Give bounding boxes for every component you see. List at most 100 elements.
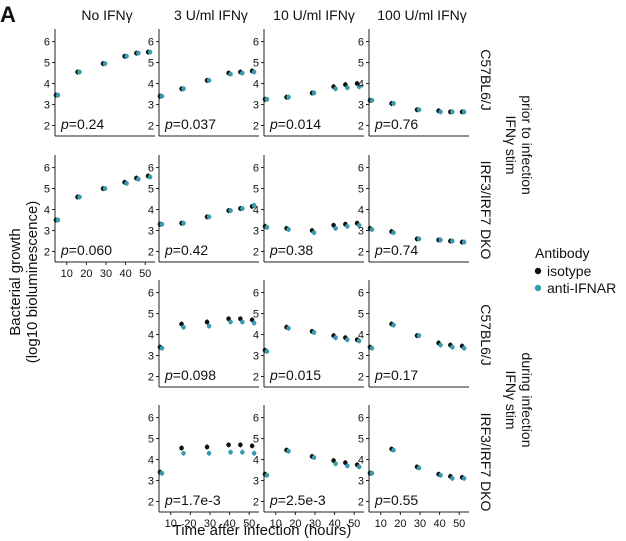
point-anti-ifnar bbox=[450, 476, 455, 481]
y-tick-label: 2 bbox=[148, 372, 154, 384]
y-tick-label: 5 bbox=[44, 58, 50, 70]
point-anti-ifnar bbox=[240, 70, 245, 76]
point-anti-ifnar bbox=[55, 217, 61, 223]
point-anti-ifnar bbox=[461, 109, 467, 115]
point-anti-ifnar bbox=[286, 325, 291, 331]
point-anti-ifnar bbox=[251, 69, 257, 75]
y-tick-label: 4 bbox=[358, 205, 364, 217]
point-anti-ifnar bbox=[450, 344, 455, 350]
x-tick-label: 50 bbox=[453, 518, 465, 530]
group-label-during-line2: during infection bbox=[519, 353, 535, 448]
y-tick-label: 4 bbox=[253, 79, 259, 91]
point-anti-ifnar bbox=[461, 345, 467, 351]
y-tick-label: 6 bbox=[148, 413, 154, 425]
point-anti-ifnar bbox=[77, 69, 82, 75]
point-anti-ifnar bbox=[251, 203, 257, 208]
p-value-label: p=0.74 bbox=[374, 242, 418, 258]
point-anti-ifnar bbox=[181, 324, 186, 330]
point-anti-ifnar bbox=[369, 227, 375, 232]
y-tick-label: 4 bbox=[148, 330, 154, 342]
point-anti-ifnar bbox=[345, 224, 350, 229]
y-tick-label: 2 bbox=[44, 121, 50, 133]
y-tick-label: 3 bbox=[148, 226, 154, 238]
point-anti-ifnar bbox=[159, 93, 165, 99]
y-tick-label: 2 bbox=[148, 121, 154, 133]
facet-panel: 2 3 4 5 6 p=0.24 bbox=[44, 29, 155, 137]
y-tick-label: 5 bbox=[148, 434, 154, 446]
point-anti-ifnar bbox=[450, 238, 455, 244]
y-tick-label: 4 bbox=[148, 205, 154, 217]
p-value-label: p=0.014 bbox=[269, 116, 321, 132]
y-tick-label: 2 bbox=[358, 247, 364, 259]
facet-panel: 2 3 4 5 6 p=0.060 bbox=[44, 155, 155, 263]
facet-panel: 2 3 4 5 6 p=0.76 bbox=[358, 29, 469, 137]
x-tick-label: 40 bbox=[328, 518, 340, 530]
point-anti-ifnar bbox=[55, 92, 61, 98]
point-anti-ifnar bbox=[206, 323, 212, 329]
point-anti-ifnar bbox=[416, 107, 422, 113]
point-anti-ifnar bbox=[251, 450, 257, 456]
y-tick-label: 6 bbox=[253, 413, 259, 425]
y-tick-label: 4 bbox=[253, 455, 259, 467]
point-anti-ifnar bbox=[416, 465, 422, 471]
y-tick-label: 3 bbox=[358, 226, 364, 238]
x-axis: 10 20 30 40 50 bbox=[165, 512, 255, 530]
y-tick-label: 6 bbox=[148, 163, 154, 175]
point-anti-ifnar bbox=[438, 237, 443, 243]
point-anti-ifnar bbox=[228, 71, 233, 77]
legend: Antibody isotype anti-IFNAR bbox=[534, 245, 616, 296]
point-anti-ifnar bbox=[438, 472, 443, 478]
facet-panel: 2 3 4 5 6 p=1.7e-3 bbox=[148, 405, 259, 513]
y-tick-label: 4 bbox=[148, 79, 154, 91]
point-isotype bbox=[226, 442, 231, 448]
y-tick-label: 6 bbox=[358, 288, 364, 300]
facet-panel: 2 3 4 5 6 p=0.55 bbox=[358, 405, 469, 513]
point-isotype bbox=[179, 445, 184, 451]
point-anti-ifnar bbox=[264, 225, 270, 230]
legend-title: Antibody bbox=[535, 245, 589, 261]
group-label-prior-line1: IFNγ stim bbox=[503, 115, 519, 174]
x-axis: 10 20 30 40 50 bbox=[375, 512, 465, 530]
point-anti-ifnar bbox=[369, 345, 375, 351]
point-anti-ifnar bbox=[240, 319, 245, 325]
x-tick-label: 50 bbox=[348, 518, 360, 530]
point-anti-ifnar bbox=[286, 448, 291, 454]
x-tick-label: 40 bbox=[223, 518, 235, 530]
point-anti-ifnar bbox=[147, 174, 153, 180]
y-tick-label: 5 bbox=[148, 58, 154, 70]
point-anti-ifnar bbox=[159, 221, 165, 227]
y-tick-label: 3 bbox=[358, 100, 364, 112]
point-anti-ifnar bbox=[181, 220, 186, 226]
y-tick-label: 5 bbox=[253, 58, 259, 70]
point-anti-ifnar bbox=[438, 342, 443, 348]
y-tick-label: 5 bbox=[253, 309, 259, 321]
point-anti-ifnar bbox=[264, 96, 270, 102]
p-value-label: p=0.037 bbox=[164, 116, 216, 132]
p-value-label: p=0.55 bbox=[374, 492, 418, 508]
row-label-c57-prior: C57BL6/J bbox=[478, 49, 494, 110]
y-tick-label: 2 bbox=[358, 372, 364, 384]
y-tick-label: 6 bbox=[358, 37, 364, 49]
y-tick-label: 3 bbox=[253, 351, 259, 363]
y-tick-label: 2 bbox=[253, 497, 259, 509]
y-axis-label-line2: (log10 bioluminescence) bbox=[24, 201, 41, 364]
panel-letter: A bbox=[0, 2, 16, 27]
point-anti-ifnar bbox=[345, 85, 350, 91]
y-tick-label: 6 bbox=[358, 413, 364, 425]
legend-label-anti-ifnar: anti-IFNAR bbox=[547, 280, 616, 296]
y-tick-label: 4 bbox=[44, 205, 50, 217]
column-title-3u: 3 U/ml IFNγ bbox=[174, 7, 248, 23]
facet-panel: 2 3 4 5 6 p=0.014 bbox=[253, 29, 364, 137]
point-anti-ifnar bbox=[147, 49, 153, 55]
y-tick-label: 4 bbox=[44, 79, 50, 91]
p-value-label: p=2.5e-3 bbox=[269, 492, 326, 508]
group-label-prior-line2: prior to infection bbox=[519, 95, 535, 195]
column-title-100u: 100 U/ml IFNγ bbox=[377, 7, 466, 23]
p-value-label: p=0.42 bbox=[164, 242, 208, 258]
y-tick-label: 3 bbox=[253, 226, 259, 238]
y-tick-label: 6 bbox=[44, 163, 50, 175]
x-tick-label: 10 bbox=[270, 518, 282, 530]
y-tick-label: 4 bbox=[358, 455, 364, 467]
facet-panel: 2 3 4 5 6 p=0.17 bbox=[358, 280, 469, 388]
point-anti-ifnar bbox=[450, 109, 455, 115]
